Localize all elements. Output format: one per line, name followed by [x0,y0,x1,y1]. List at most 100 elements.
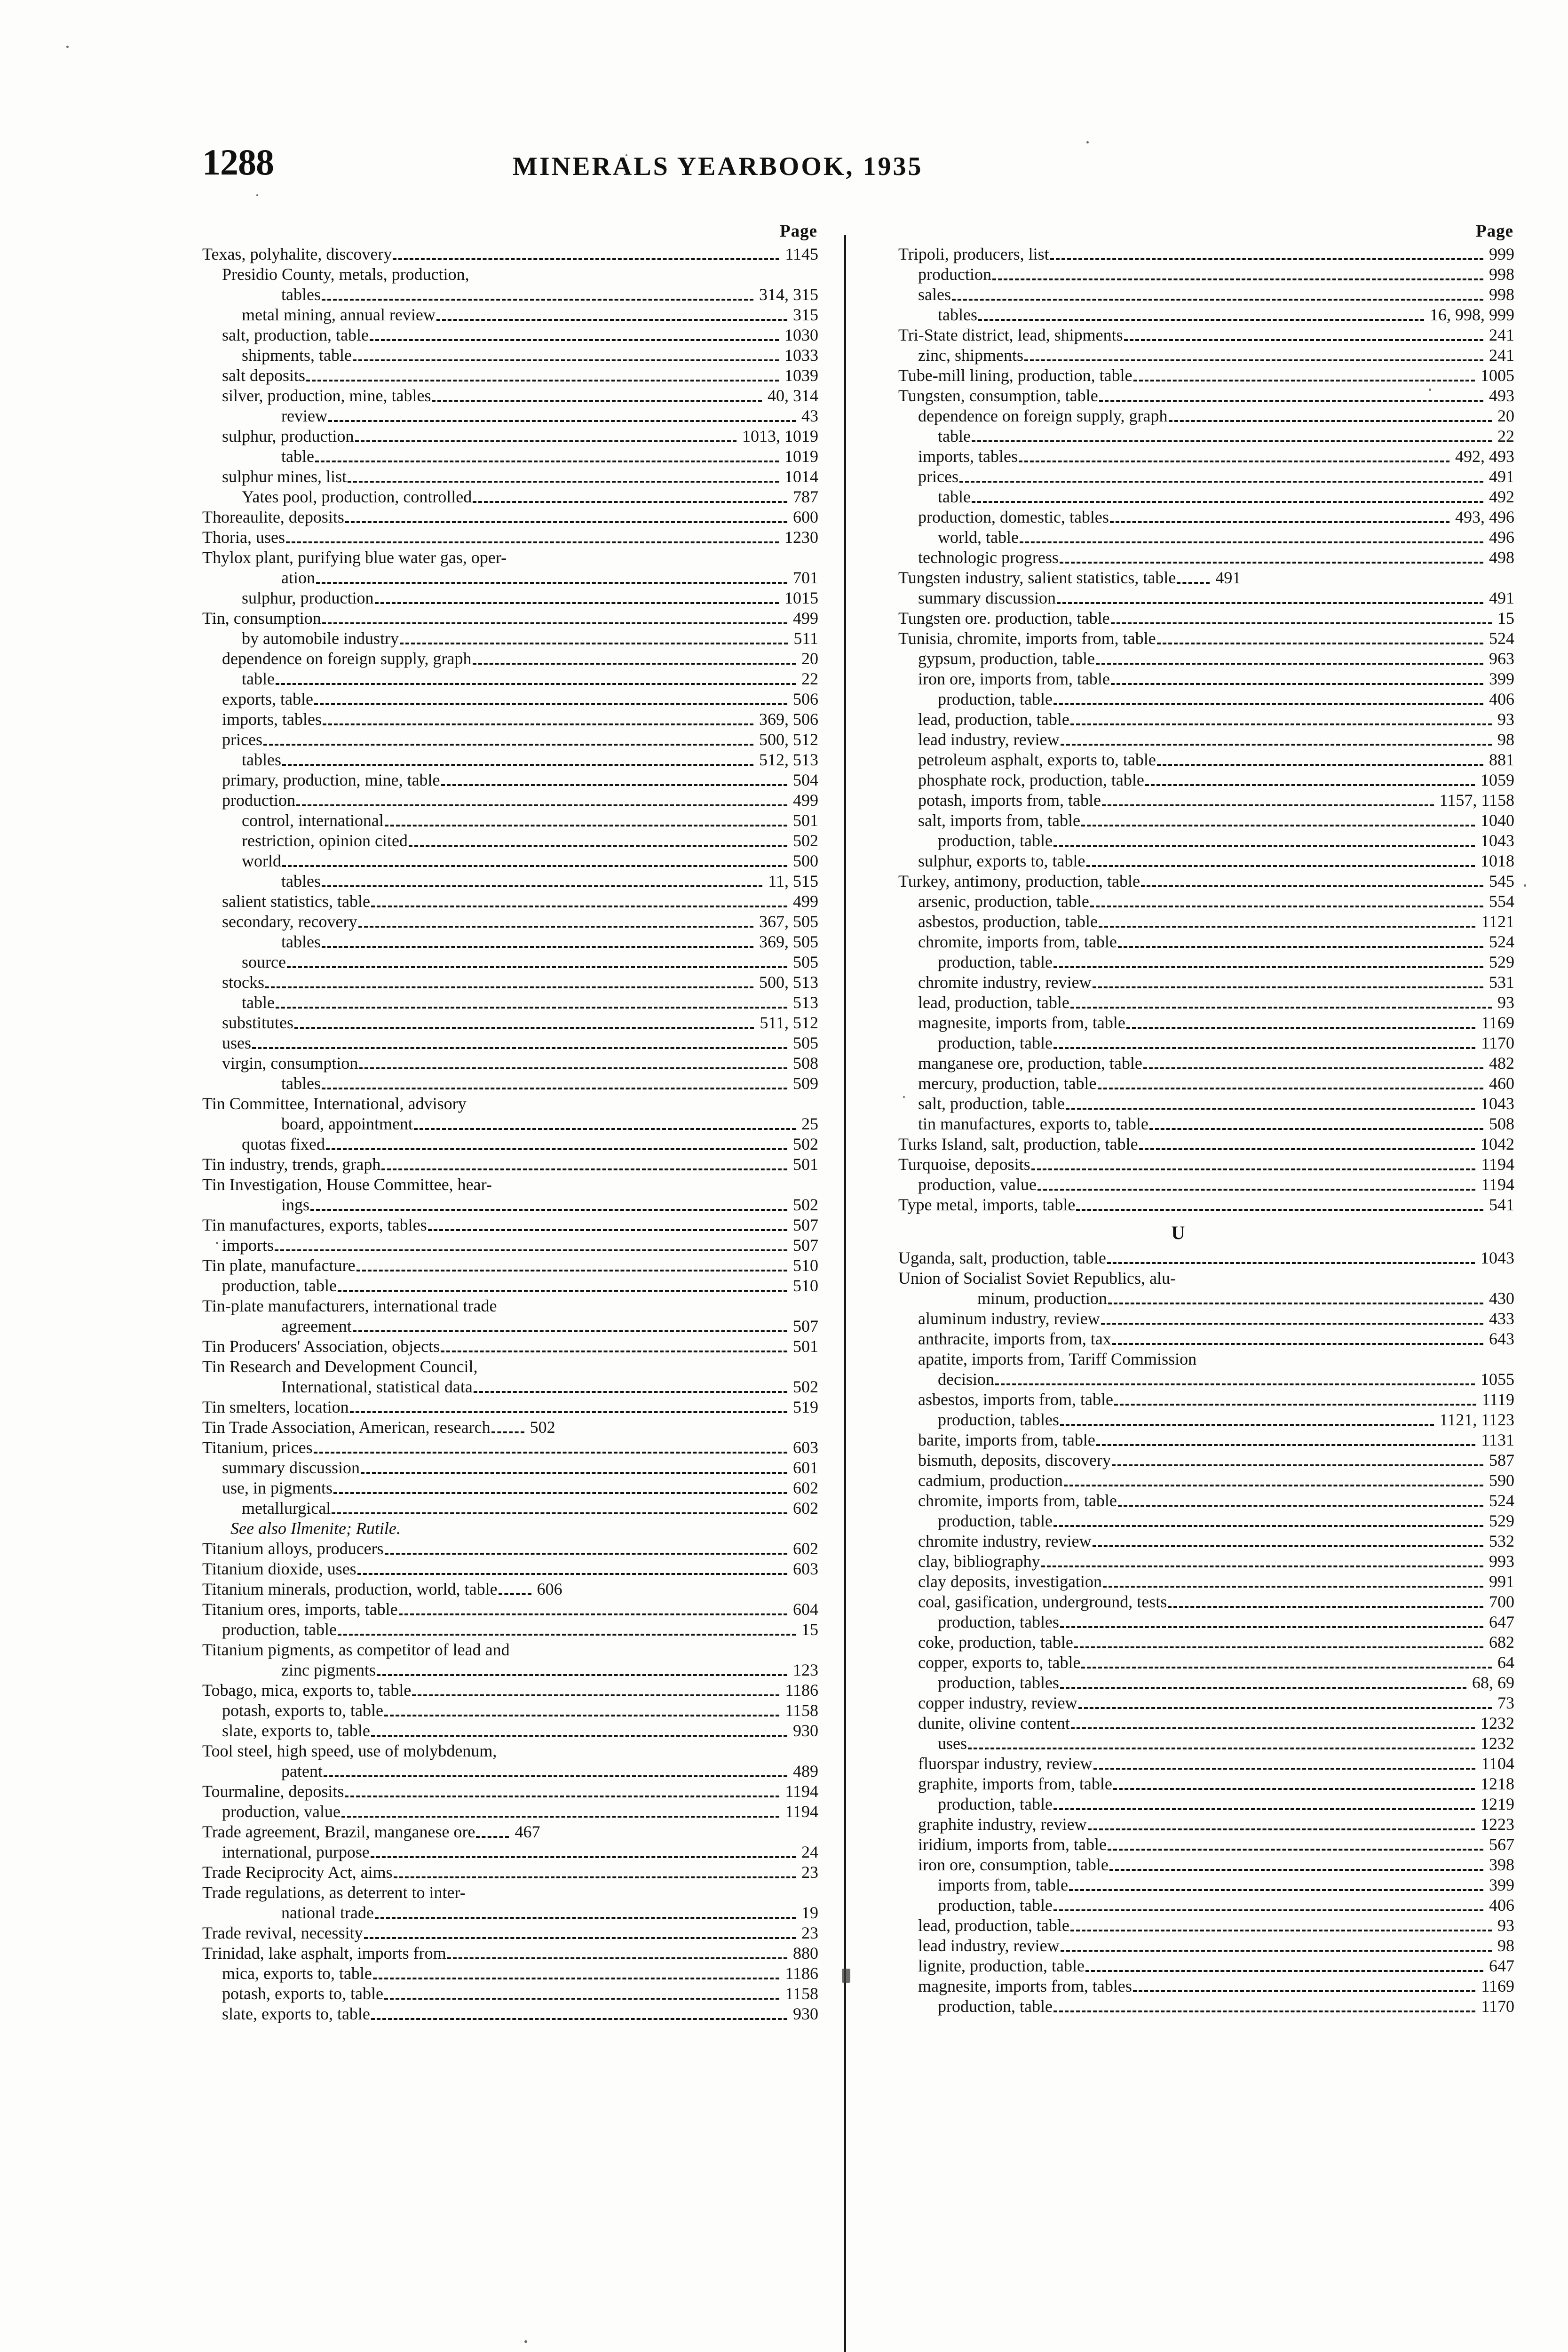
index-entry[interactable]: uses 1232 [898,1733,1514,1754]
index-entry[interactable]: decision 1055 [898,1369,1514,1390]
index-entry[interactable]: sulphur, exports to, table 1018 [898,851,1514,871]
index-entry[interactable]: Thoreaulite, deposits 600 [202,507,818,527]
index-entry[interactable]: production, value 1194 [898,1175,1514,1195]
index-entry[interactable]: slate, exports to, table 930 [202,2004,818,2024]
index-entry[interactable]: mercury, production, table 460 [898,1073,1514,1094]
index-entry[interactable]: patent 489 [202,1761,818,1781]
index-entry[interactable]: copper industry, review 73 [898,1693,1514,1713]
index-entry[interactable]: Tripoli, producers, list 999 [898,244,1514,264]
index-entry[interactable]: production 998 [898,264,1514,285]
index-entry[interactable]: Titanium dioxide, uses 603 [202,1559,818,1579]
index-entry[interactable]: table 1019 [202,446,818,467]
index-entry[interactable]: agreement 507 [202,1316,818,1336]
index-entry[interactable]: sulphur, production 1013, 1019 [202,426,818,446]
index-entry[interactable]: international, purpose 24 [202,1842,818,1862]
index-entry[interactable]: salt, production, table 1043 [898,1094,1514,1114]
index-entry[interactable]: table 22 [202,669,818,689]
index-entry[interactable]: tables 314, 315 [202,285,818,305]
index-entry[interactable]: potash, exports to, table 1158 [202,1700,818,1721]
index-entry[interactable]: imports 507 [202,1235,818,1255]
index-entry[interactable]: tables 509 [202,1073,818,1094]
index-entry[interactable]: national trade 19 [202,1903,818,1923]
index-entry[interactable]: production, table 406 [898,689,1514,709]
index-entry[interactable]: fluorspar industry, review 1104 [898,1754,1514,1774]
index-entry[interactable]: International, statistical data 502 [202,1377,818,1397]
index-entry[interactable]: Trade revival, necessity 23 [202,1923,818,1943]
index-entry[interactable]: bismuth, deposits, discovery 587 [898,1450,1514,1470]
index-entry[interactable]: zinc, shipments 241 [898,345,1514,366]
index-entry[interactable]: Turquoise, deposits 1194 [898,1154,1514,1175]
index-entry[interactable]: copper, exports to, table 64 [898,1653,1514,1673]
index-entry[interactable]: Tube-mill lining, production, table 1005 [898,366,1514,386]
index-entry[interactable]: production, table 510 [202,1276,818,1296]
index-entry[interactable]: Tin, consumption 499 [202,608,818,628]
index-entry[interactable]: Tin Trade Association, American, researc… [202,1417,818,1438]
index-entry[interactable]: primary, production, mine, table 504 [202,770,818,790]
index-entry[interactable]: Tungsten ore. production, table 15 [898,608,1514,628]
index-entry[interactable]: sales 998 [898,285,1514,305]
index-entry[interactable]: sulphur, production 1015 [202,588,818,608]
index-entry[interactable]: tables 11, 515 [202,871,818,891]
index-entry[interactable]: production, table 15 [202,1620,818,1640]
index-entry[interactable]: iron ore, imports from, table 399 [898,669,1514,689]
index-entry[interactable]: use, in pigments 602 [202,1478,818,1498]
index-entry[interactable]: exports, table 506 [202,689,818,709]
index-entry[interactable]: lead industry, review 98 [898,1936,1514,1956]
index-entry[interactable]: Tobago, mica, exports to, table 1186 [202,1680,818,1700]
index-entry[interactable]: review 43 [202,406,818,426]
index-entry[interactable]: slate, exports to, table 930 [202,1721,818,1741]
index-entry[interactable]: magnesite, imports from, table 1169 [898,1013,1514,1033]
index-entry[interactable]: minum, production 430 [898,1288,1514,1309]
index-entry[interactable]: Yates pool, production, controlled 787 [202,487,818,507]
index-entry[interactable]: restriction, opinion cited 502 [202,831,818,851]
index-entry[interactable]: ings 502 [202,1195,818,1215]
index-entry[interactable]: salt, production, table 1030 [202,325,818,345]
index-entry[interactable]: Tin smelters, location 519 [202,1397,818,1417]
index-entry[interactable]: imports from, table 399 [898,1875,1514,1895]
index-entry[interactable]: clay deposits, investigation 991 [898,1572,1514,1592]
index-entry[interactable]: gypsum, production, table 963 [898,649,1514,669]
index-entry[interactable]: dependence on foreign supply, graph 20 [898,406,1514,426]
index-entry[interactable]: graphite, imports from, table 1218 [898,1774,1514,1794]
index-entry[interactable]: lead, production, table 93 [898,993,1514,1013]
index-entry[interactable]: Trade agreement, Brazil, manganese ore 46… [202,1822,818,1842]
index-entry[interactable]: shipments, table 1033 [202,345,818,366]
index-entry[interactable]: metallurgical 602 [202,1498,818,1518]
index-entry[interactable]: production, table 1170 [898,1996,1514,2017]
index-entry[interactable]: barite, imports from, table 1131 [898,1430,1514,1450]
index-entry[interactable]: potash, exports to, table 1158 [202,1984,818,2004]
index-entry[interactable]: table 22 [898,426,1514,446]
index-entry[interactable]: sulphur mines, list 1014 [202,467,818,487]
index-entry[interactable]: tables 369, 505 [202,932,818,952]
index-entry[interactable]: coke, production, table 682 [898,1632,1514,1653]
index-entry[interactable]: magnesite, imports from, tables 1169 [898,1976,1514,1996]
index-entry[interactable]: uses 505 [202,1033,818,1053]
index-entry[interactable]: manganese ore, production, table 482 [898,1053,1514,1073]
index-entry[interactable]: production, table 529 [898,952,1514,972]
index-entry[interactable]: production, tables 1121, 1123 [898,1410,1514,1430]
index-entry[interactable]: summary discussion 491 [898,588,1514,608]
index-entry[interactable]: clay, bibliography 993 [898,1551,1514,1572]
index-entry[interactable]: lignite, production, table 647 [898,1956,1514,1976]
index-entry[interactable]: Trinidad, lake asphalt, imports from 880 [202,1943,818,1963]
index-entry[interactable]: zinc pigments 123 [202,1660,818,1680]
index-entry[interactable]: Titanium minerals, production, world, ta… [202,1579,818,1599]
index-entry[interactable]: iridium, imports from, table 567 [898,1835,1514,1855]
index-entry[interactable]: world, table 496 [898,527,1514,548]
index-entry[interactable]: Turkey, antimony, production, table 545 [898,871,1514,891]
index-entry[interactable]: table 492 [898,487,1514,507]
index-entry[interactable]: Tunisia, chromite, imports from, table 52… [898,628,1514,649]
index-entry[interactable]: Type metal, imports, table 541 [898,1195,1514,1215]
index-entry[interactable]: chromite, imports from, table 524 [898,1491,1514,1511]
index-entry[interactable]: production, table 1170 [898,1033,1514,1053]
index-entry[interactable]: lead, production, table 93 [898,1915,1514,1936]
index-entry[interactable]: world 500 [202,851,818,871]
index-entry[interactable]: Turks Island, salt, production, table 104… [898,1134,1514,1154]
index-entry[interactable]: production, tables 68, 69 [898,1673,1514,1693]
index-entry[interactable]: aluminum industry, review 433 [898,1309,1514,1329]
index-entry[interactable]: Thoria, uses 1230 [202,527,818,548]
index-entry[interactable]: lead, production, table 93 [898,709,1514,730]
index-entry[interactable]: prices 500, 512 [202,730,818,750]
index-entry[interactable]: tables 16, 998, 999 [898,305,1514,325]
index-entry[interactable]: Uganda, salt, production, table 1043 [898,1248,1514,1268]
